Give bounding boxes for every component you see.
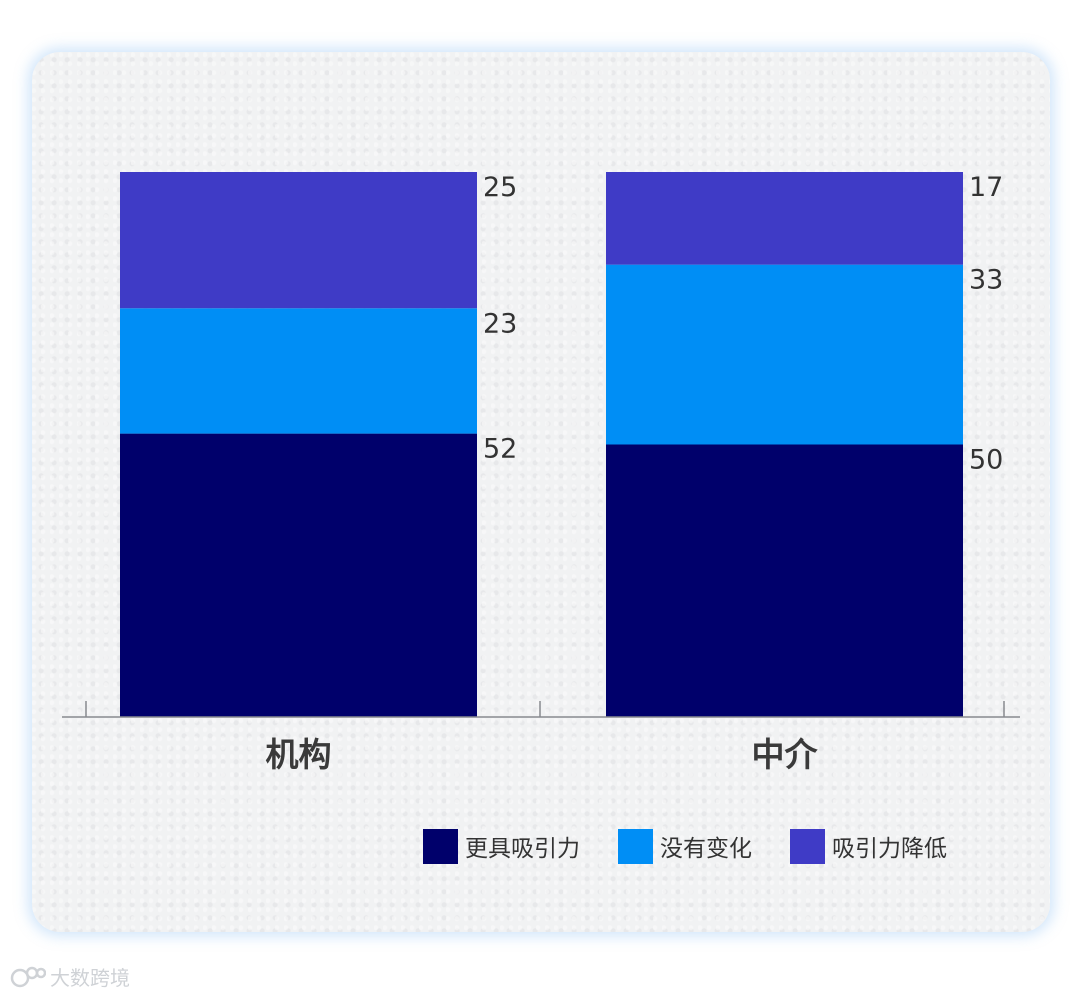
data-label: 25 (483, 172, 517, 203)
legend-item: 没有变化 (618, 828, 752, 864)
data-label: 17 (969, 172, 1003, 203)
data-label: 52 (483, 434, 517, 465)
legend-label: 更具吸引力 (465, 836, 580, 862)
watermark: 大数跨境 (10, 962, 130, 991)
data-label: 23 (483, 308, 517, 339)
data-label: 33 (969, 265, 1003, 296)
bar-segment (606, 172, 963, 265)
brand-logo-icon (10, 966, 46, 987)
legend-swatch (618, 828, 653, 864)
legend-item: 更具吸引力 (423, 828, 580, 864)
legend-swatch (423, 828, 458, 864)
bar-segment (120, 308, 477, 434)
x-tick-label: 中介 (752, 735, 819, 774)
bar-segment (120, 172, 477, 309)
legend-label: 没有变化 (660, 836, 752, 862)
bar-segment (120, 433, 477, 717)
bar-segment (606, 444, 963, 717)
watermark-text: 大数跨境 (50, 966, 130, 990)
x-tick-label: 机构 (266, 735, 332, 774)
legend-item: 吸引力降低 (790, 828, 947, 864)
bar-segment (606, 264, 963, 445)
legend-swatch (790, 828, 825, 864)
legend-label: 吸引力降低 (832, 836, 947, 862)
chart-legend: 更具吸引力 没有变化 吸引力降低 (423, 828, 985, 864)
data-label: 50 (969, 445, 1003, 476)
